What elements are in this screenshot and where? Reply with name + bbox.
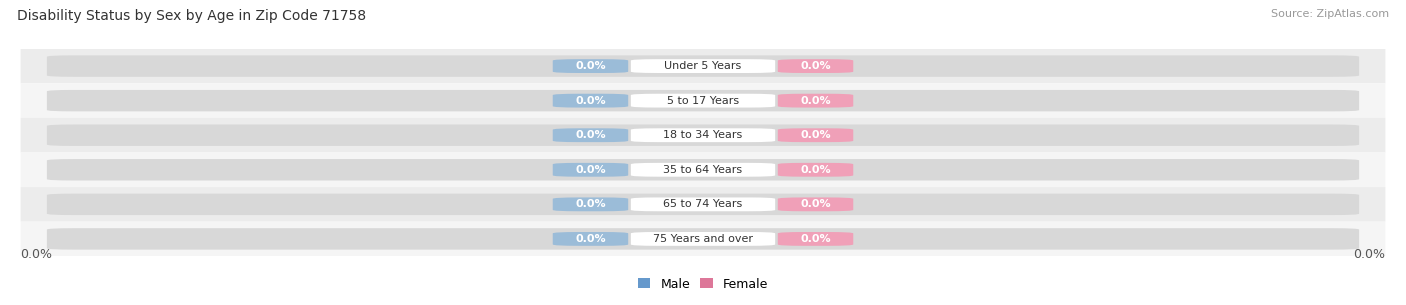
Text: 0.0%: 0.0% [800, 199, 831, 209]
FancyBboxPatch shape [631, 59, 775, 73]
Text: 18 to 34 Years: 18 to 34 Years [664, 130, 742, 140]
FancyBboxPatch shape [778, 163, 853, 177]
Text: 0.0%: 0.0% [1354, 248, 1385, 261]
FancyBboxPatch shape [553, 163, 628, 177]
FancyBboxPatch shape [778, 128, 853, 142]
FancyBboxPatch shape [46, 124, 1360, 146]
FancyBboxPatch shape [553, 197, 628, 211]
FancyBboxPatch shape [553, 94, 628, 108]
FancyBboxPatch shape [553, 59, 628, 73]
Legend: Male, Female: Male, Female [633, 273, 773, 296]
Text: 35 to 64 Years: 35 to 64 Years [664, 165, 742, 175]
FancyBboxPatch shape [553, 128, 628, 142]
Text: 0.0%: 0.0% [800, 234, 831, 244]
Text: Source: ZipAtlas.com: Source: ZipAtlas.com [1271, 9, 1389, 19]
FancyBboxPatch shape [46, 56, 1360, 77]
FancyBboxPatch shape [778, 59, 853, 73]
FancyBboxPatch shape [631, 128, 775, 142]
FancyBboxPatch shape [553, 232, 628, 246]
Text: 0.0%: 0.0% [575, 165, 606, 175]
FancyBboxPatch shape [46, 159, 1360, 181]
FancyBboxPatch shape [46, 90, 1360, 111]
FancyBboxPatch shape [631, 232, 775, 246]
FancyBboxPatch shape [21, 152, 1385, 187]
FancyBboxPatch shape [21, 222, 1385, 256]
FancyBboxPatch shape [21, 118, 1385, 152]
Text: 0.0%: 0.0% [800, 96, 831, 106]
Text: 0.0%: 0.0% [800, 61, 831, 71]
Text: 0.0%: 0.0% [575, 234, 606, 244]
Text: 0.0%: 0.0% [575, 199, 606, 209]
Text: 75 Years and over: 75 Years and over [652, 234, 754, 244]
Text: 65 to 74 Years: 65 to 74 Years [664, 199, 742, 209]
FancyBboxPatch shape [631, 94, 775, 108]
FancyBboxPatch shape [778, 197, 853, 211]
Text: 0.0%: 0.0% [800, 165, 831, 175]
Text: Under 5 Years: Under 5 Years [665, 61, 741, 71]
Text: 5 to 17 Years: 5 to 17 Years [666, 96, 740, 106]
FancyBboxPatch shape [21, 83, 1385, 118]
FancyBboxPatch shape [21, 49, 1385, 83]
FancyBboxPatch shape [21, 187, 1385, 222]
FancyBboxPatch shape [778, 94, 853, 108]
Text: 0.0%: 0.0% [575, 130, 606, 140]
FancyBboxPatch shape [631, 163, 775, 177]
Text: 0.0%: 0.0% [800, 130, 831, 140]
Text: 0.0%: 0.0% [575, 96, 606, 106]
FancyBboxPatch shape [46, 228, 1360, 249]
Text: 0.0%: 0.0% [21, 248, 52, 261]
Text: 0.0%: 0.0% [575, 61, 606, 71]
FancyBboxPatch shape [46, 194, 1360, 215]
FancyBboxPatch shape [631, 197, 775, 211]
Text: Disability Status by Sex by Age in Zip Code 71758: Disability Status by Sex by Age in Zip C… [17, 9, 366, 23]
FancyBboxPatch shape [778, 232, 853, 246]
